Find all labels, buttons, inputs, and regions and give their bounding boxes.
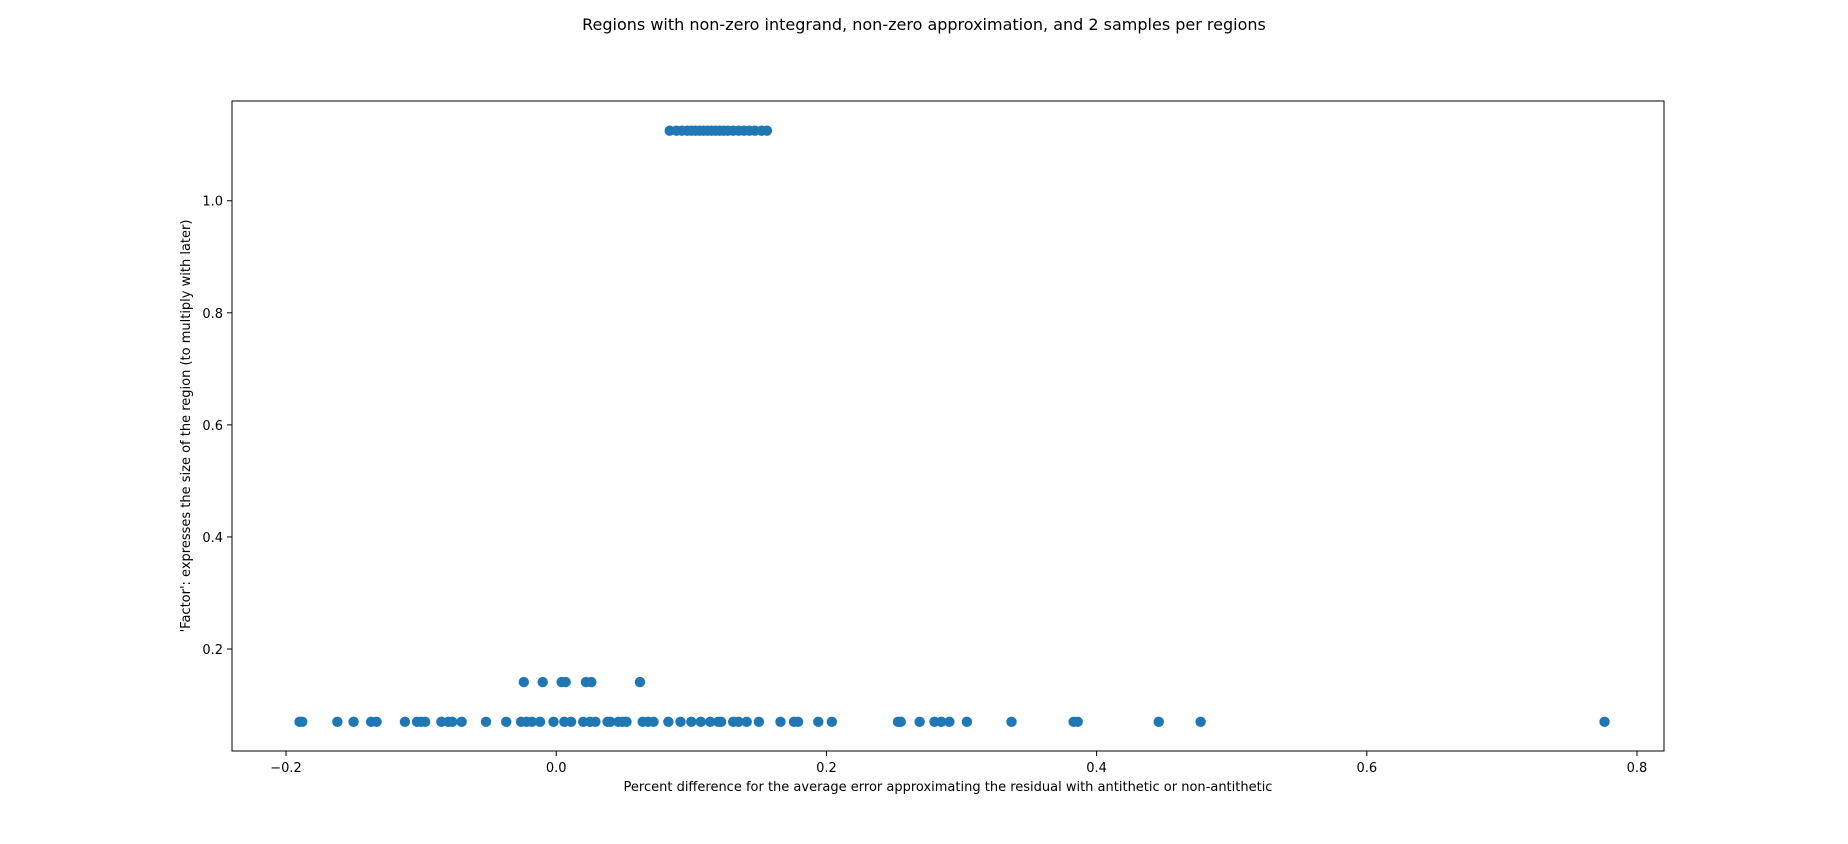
- scatter-point: [663, 716, 674, 728]
- scatter-point: [686, 716, 697, 728]
- scatter-point: [526, 716, 538, 728]
- scatter-point: [914, 716, 925, 728]
- y-axis-label: 'Factor': expresses the size of the regi…: [179, 220, 194, 633]
- scatter-point: [419, 716, 431, 728]
- x-tick-label: 0.6: [1356, 761, 1377, 776]
- scatter-point: [1006, 716, 1017, 728]
- scatter-point: [715, 716, 727, 728]
- scatter-point: [586, 676, 597, 688]
- scatter-point: [733, 716, 744, 728]
- y-tick-label: 0.8: [202, 307, 223, 322]
- scatter-point: [895, 716, 906, 728]
- x-tick-label: 0.2: [816, 761, 837, 776]
- scatter-point: [1195, 716, 1206, 728]
- scatter-point: [1599, 716, 1610, 728]
- y-tick-label: 0.4: [202, 531, 223, 546]
- scatter-point: [332, 716, 343, 728]
- y-tick-label: 1.0: [202, 195, 223, 210]
- scatter-point: [753, 716, 765, 728]
- scatter-point: [741, 716, 752, 728]
- scatter-point: [792, 716, 804, 728]
- scatter-point: [826, 716, 838, 728]
- scatter-point: [480, 716, 492, 728]
- scatter-point: [936, 716, 947, 728]
- x-tick-label: 0.4: [1086, 761, 1107, 776]
- scatter-point: [565, 716, 577, 728]
- scatter-point: [761, 125, 773, 136]
- scatter-point: [371, 716, 382, 728]
- scatter-point: [456, 716, 467, 728]
- scatter-point: [634, 676, 646, 688]
- scatter-point: [560, 676, 571, 688]
- x-tick-label: −0.2: [270, 761, 302, 776]
- scatter-point: [348, 716, 359, 728]
- scatter-point: [705, 716, 716, 728]
- scatter-point: [447, 716, 458, 728]
- scatter-point: [534, 716, 546, 728]
- scatter-point: [537, 676, 548, 688]
- scatter-point: [501, 716, 512, 728]
- scatter-point: [675, 716, 686, 728]
- scatter-point: [297, 716, 308, 728]
- y-tick-label: 0.2: [202, 643, 223, 658]
- scatter-point: [605, 716, 616, 728]
- scatter-point: [590, 716, 601, 728]
- x-tick-label: 0.0: [546, 761, 567, 776]
- x-axis: −0.2 0.0 0.2 0.4 0.6 0.8: [270, 751, 1647, 776]
- chart-title: Regions with non-zero integrand, non-zer…: [582, 15, 1266, 34]
- scatter-point: [548, 716, 559, 728]
- scatter-point: [813, 716, 824, 728]
- scatter-point: [1153, 716, 1164, 728]
- scatter-point: [399, 716, 411, 728]
- scatter-point: [1072, 716, 1083, 728]
- y-axis: 0.2 0.4 0.6 0.8 1.0: [202, 195, 232, 658]
- scatter-point: [621, 716, 632, 728]
- plot-area-frame: [231, 100, 1665, 752]
- scatter-point: [944, 716, 955, 728]
- data-points: [294, 125, 1610, 728]
- x-tick-label: 0.8: [1627, 761, 1648, 776]
- scatter-point: [961, 716, 973, 728]
- scatter-point: [775, 716, 786, 728]
- scatter-point: [648, 716, 659, 728]
- scatter-point: [695, 716, 706, 728]
- x-axis-label: Percent difference for the average error…: [624, 780, 1273, 795]
- scatter-point: [518, 676, 529, 688]
- y-tick-label: 0.6: [202, 419, 223, 434]
